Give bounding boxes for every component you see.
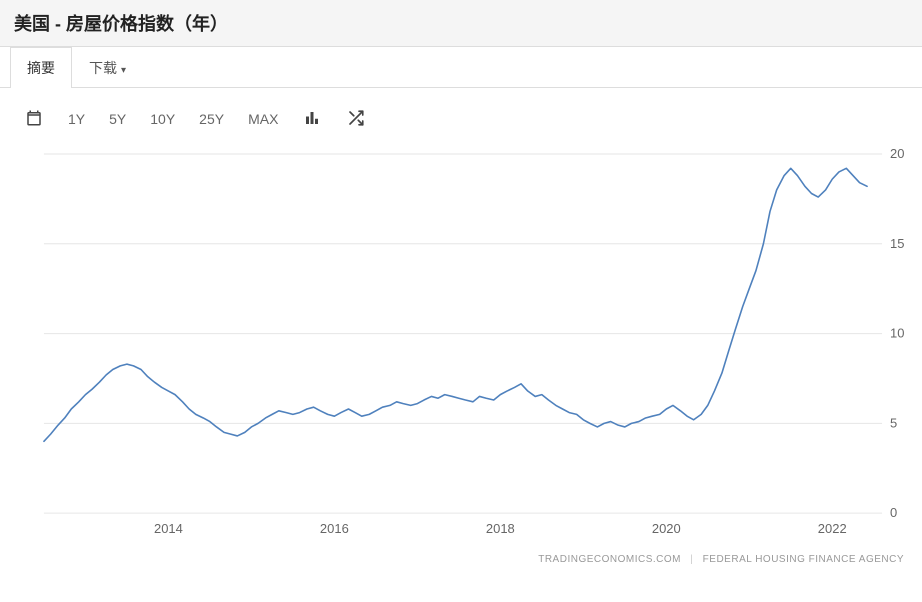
attribution: TRADINGECONOMICS.COM | FEDERAL HOUSING F… bbox=[0, 547, 922, 575]
line-chart[interactable]: 0 5 10 15 20 2014 2016 2018 2020 2022 bbox=[14, 144, 908, 543]
tabs: 摘要 下载 ▾ bbox=[0, 46, 922, 88]
attribution-site: TRADINGECONOMICS.COM bbox=[538, 554, 681, 565]
svg-text:5: 5 bbox=[890, 415, 897, 430]
tab-download[interactable]: 下载 ▾ bbox=[72, 47, 143, 88]
chart-type-button[interactable] bbox=[292, 102, 332, 136]
attribution-source: FEDERAL HOUSING FINANCE AGENCY bbox=[703, 554, 904, 565]
svg-text:20: 20 bbox=[890, 146, 904, 161]
svg-text:2016: 2016 bbox=[320, 521, 349, 536]
compare-button[interactable] bbox=[336, 102, 376, 136]
shuffle-icon bbox=[346, 108, 366, 128]
calendar-button[interactable] bbox=[14, 102, 54, 136]
range-25y-button[interactable]: 25Y bbox=[189, 105, 234, 133]
range-label: 5Y bbox=[109, 111, 126, 127]
range-10y-button[interactable]: 10Y bbox=[140, 105, 185, 133]
tab-download-label: 下载 bbox=[89, 60, 117, 76]
header-bar: 美国 - 房屋价格指数（年） bbox=[0, 0, 922, 47]
range-label: 1Y bbox=[68, 111, 85, 127]
bar-chart-icon bbox=[302, 108, 322, 128]
tab-summary[interactable]: 摘要 bbox=[10, 47, 72, 88]
page-title: 美国 - 房屋价格指数（年） bbox=[14, 10, 908, 36]
svg-text:2020: 2020 bbox=[652, 521, 681, 536]
range-label: 25Y bbox=[199, 111, 224, 127]
svg-text:10: 10 bbox=[890, 326, 904, 341]
tab-summary-label: 摘要 bbox=[27, 60, 55, 76]
caret-down-icon: ▾ bbox=[121, 65, 126, 76]
toolbar: 1Y 5Y 10Y 25Y MAX bbox=[0, 88, 922, 144]
svg-text:15: 15 bbox=[890, 236, 904, 251]
separator: | bbox=[690, 554, 693, 565]
svg-text:2018: 2018 bbox=[486, 521, 515, 536]
range-label: MAX bbox=[248, 111, 278, 127]
range-label: 10Y bbox=[150, 111, 175, 127]
chart-container: 0 5 10 15 20 2014 2016 2018 2020 2022 bbox=[0, 144, 922, 547]
svg-text:2014: 2014 bbox=[154, 521, 183, 536]
calendar-icon bbox=[24, 108, 44, 128]
range-5y-button[interactable]: 5Y bbox=[99, 105, 136, 133]
svg-text:0: 0 bbox=[890, 505, 897, 520]
svg-text:2022: 2022 bbox=[818, 521, 847, 536]
range-max-button[interactable]: MAX bbox=[238, 105, 288, 133]
range-1y-button[interactable]: 1Y bbox=[58, 105, 95, 133]
